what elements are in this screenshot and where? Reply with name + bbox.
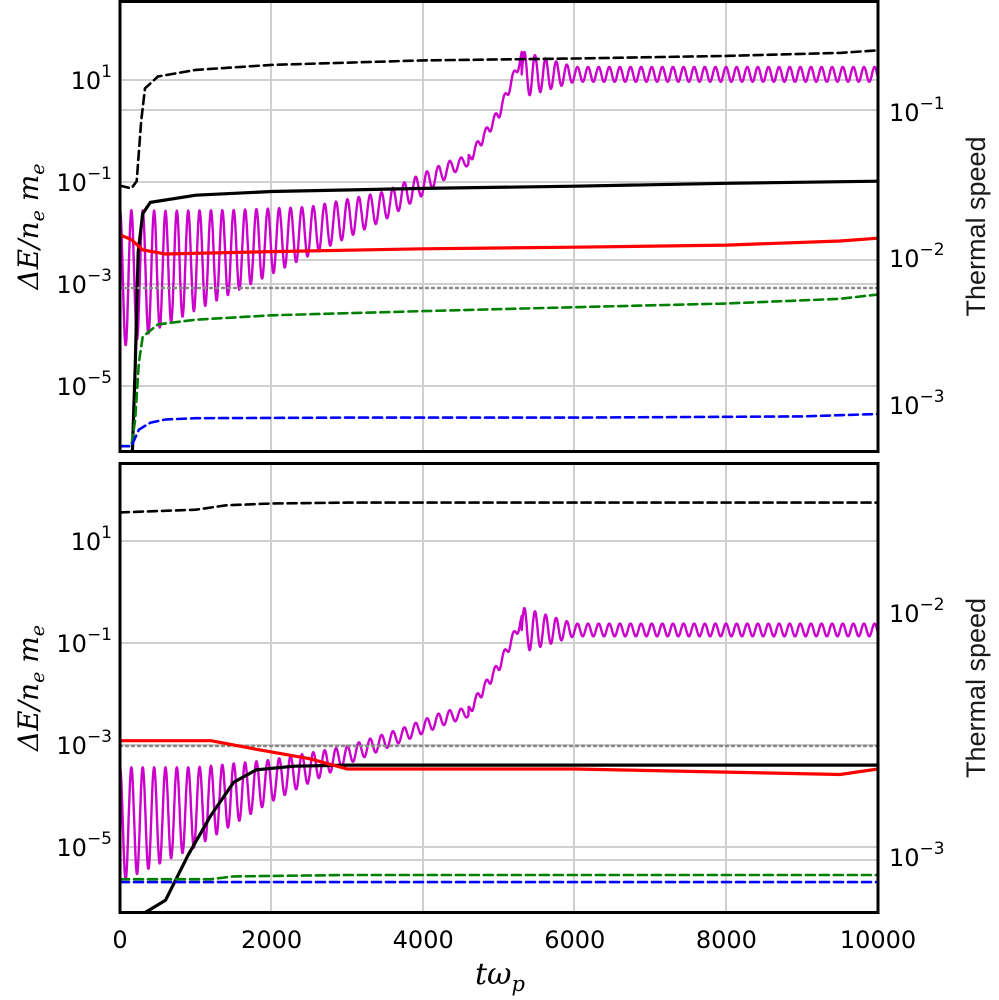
series-5 (120, 412, 878, 448)
magenta-series-0 (120, 50, 878, 347)
right-axis-label: Thermal speed (961, 598, 991, 778)
series-3 (120, 233, 878, 256)
plot-area (120, 501, 878, 914)
x-label-subscript: p (512, 972, 525, 996)
series-0 (120, 49, 878, 190)
right-tick-label: 10−1 (889, 94, 945, 127)
right-tick-label: 10−2 (889, 240, 945, 273)
left-tick-label: 101 (71, 62, 112, 95)
shared-x-axis: 0 2000 4000 6000 8000 10000 (112, 926, 916, 954)
x-tick-label: 0 (112, 926, 127, 954)
series-1 (130, 179, 878, 453)
right-axis-label: Thermal speed (961, 136, 991, 316)
x-tick-label: 4000 (393, 926, 454, 954)
x-tick-label: 8000 (696, 926, 757, 954)
series-3 (120, 739, 878, 777)
left-tick-label: 10−1 (56, 625, 112, 658)
series-0 (120, 501, 878, 514)
left-tick-label: 10−5 (56, 368, 112, 401)
right-tick-label: 10−3 (889, 839, 945, 872)
x-axis-label: tωp (475, 957, 525, 996)
series-4 (120, 293, 878, 448)
x-tick-label: 6000 (544, 926, 605, 954)
right-tick-label: 10−2 (889, 595, 945, 628)
x-tick-label: 10000 (840, 926, 916, 954)
axes-frame (118, 0, 880, 453)
plot-area (120, 49, 878, 453)
left-tick-label: 10−5 (56, 829, 112, 862)
axes-frame (118, 462, 880, 914)
left-tick-label: 10−3 (56, 727, 112, 760)
left-tick-label: 10−1 (56, 164, 112, 197)
series-4 (120, 873, 878, 881)
left-tick-label: 101 (71, 523, 112, 556)
left-axis-label: ΔE/ne me (12, 625, 49, 752)
left-tick-label: 10−3 (56, 266, 112, 299)
left-axis-label: ΔE/ne me (12, 163, 49, 290)
right-tick-label: 10−3 (889, 387, 945, 420)
x-tick-label: 2000 (241, 926, 302, 954)
